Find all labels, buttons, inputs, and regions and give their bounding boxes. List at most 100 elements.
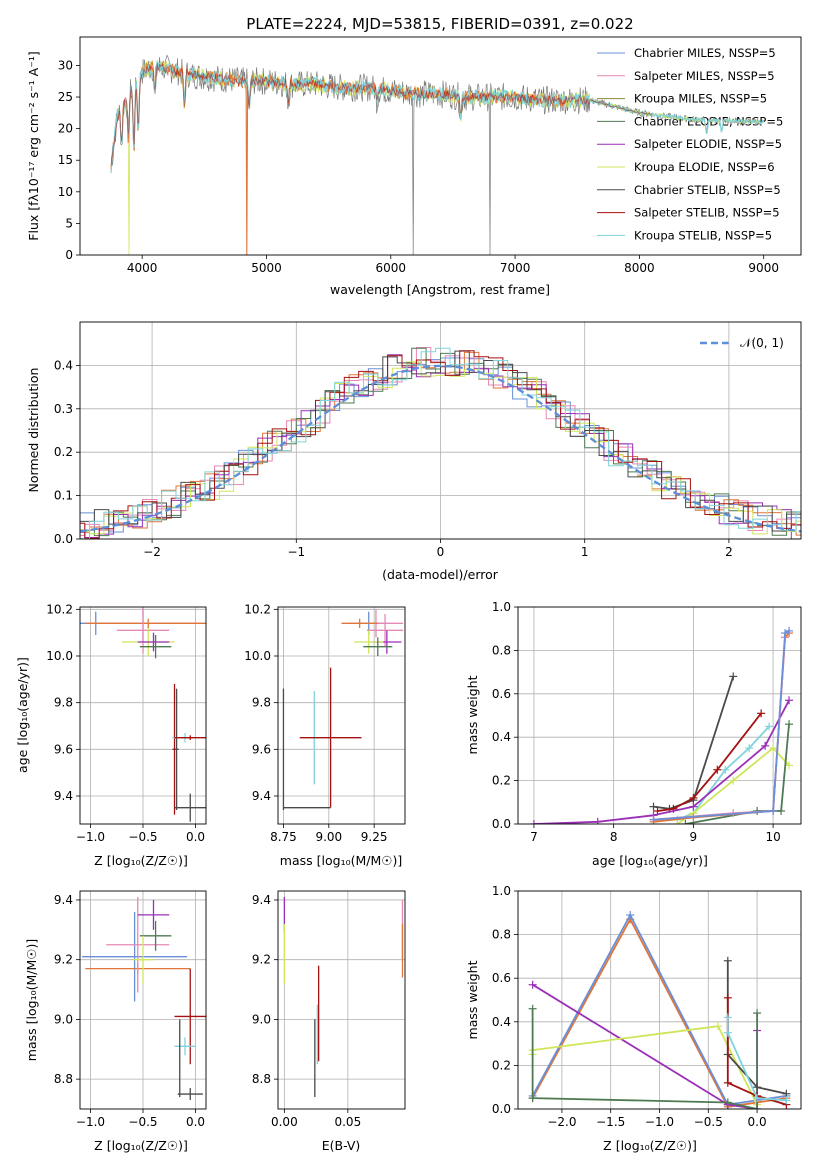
histogram-xlabel: (data-model)/error bbox=[382, 567, 499, 582]
y-tick-label: 0.1 bbox=[54, 489, 73, 503]
y-tick-label: 9.0 bbox=[54, 1012, 73, 1026]
x-tick-label: 9 bbox=[690, 830, 698, 844]
y-tick-label: 9.8 bbox=[54, 696, 73, 710]
y-tick-label: 9.8 bbox=[252, 696, 271, 710]
y-tick-label: 1.0 bbox=[492, 884, 511, 898]
x-tick-label: −1.0 bbox=[76, 830, 105, 844]
x-tick-label: −0.5 bbox=[128, 830, 157, 844]
small-panel-labels: Z [log₁₀(Z/Z☉)] age [log₁₀(age/yr)] mass… bbox=[15, 657, 708, 1153]
x-tick-label: −0.5 bbox=[128, 1115, 157, 1129]
mass_vs_Z-frame bbox=[79, 890, 207, 1110]
weight-age-xlabel: age [log₁₀(age/yr)] bbox=[592, 853, 708, 868]
x-tick-label: 5000 bbox=[251, 261, 282, 275]
age-z-xlabel: Z [log₁₀(Z/Z☉)] bbox=[94, 853, 188, 868]
x-tick-label: 8 bbox=[610, 830, 618, 844]
y-tick-label: 0.3 bbox=[54, 402, 73, 416]
x-tick-label: 7 bbox=[530, 830, 538, 844]
y-tick-label: 9.4 bbox=[54, 893, 73, 907]
y-tick-label: 0.4 bbox=[492, 1015, 511, 1029]
y-tick-label: 0.4 bbox=[54, 358, 73, 372]
histogram-series-step bbox=[80, 350, 801, 539]
y-tick-label: 9.6 bbox=[54, 742, 73, 756]
residual_hist-frame bbox=[79, 321, 802, 540]
y-tick-label: 8.8 bbox=[54, 1072, 73, 1086]
mass-z-ylabel: mass [log₁₀(M/M☉)] bbox=[24, 939, 39, 1061]
age_vs_Z-axes: −1.0 −0.5 0.0 9.4 9.6 9.8 10.0 10.2 bbox=[46, 602, 206, 844]
y-tick-label: 10 bbox=[58, 185, 73, 199]
x-tick-label: 6000 bbox=[376, 261, 407, 275]
mass_vs_ebv-errorbars bbox=[283, 896, 404, 1098]
normal-curve bbox=[80, 364, 801, 533]
x-tick-label: −1.0 bbox=[76, 1115, 105, 1129]
x-tick-label: 0 bbox=[437, 545, 445, 559]
spectrum-axes: 4000 5000 6000 7000 8000 9000 0 5 10 15 20 25 30 bbox=[58, 58, 779, 275]
x-tick-label: 8.75 bbox=[270, 830, 297, 844]
y-tick-label: 0.2 bbox=[54, 445, 73, 459]
x-tick-label: 9.00 bbox=[315, 830, 342, 844]
x-tick-label: 0.0 bbox=[186, 830, 205, 844]
y-tick-label: 0.4 bbox=[492, 730, 511, 744]
age_vs_mass-errorbars bbox=[282, 609, 404, 810]
legend-label-kroupa-stelib: Kroupa STELIB, NSSP=5 bbox=[634, 228, 772, 242]
mass-z-xlabel: Z [log₁₀(Z/Z☉)] bbox=[94, 1138, 188, 1153]
weight-series-line bbox=[726, 997, 787, 1106]
weight_vs_age-frame bbox=[517, 606, 802, 825]
x-tick-label: −0.5 bbox=[694, 1115, 723, 1129]
x-tick-label: 10 bbox=[765, 830, 780, 844]
legend-label-chabrier-stelib: Chabrier STELIB, NSSP=5 bbox=[634, 183, 781, 197]
histogram-ylabel: Normed distribution bbox=[26, 368, 41, 493]
x-tick-label: 7000 bbox=[500, 261, 531, 275]
residual-histogram-panel: (data-model)/error Normed distribution 𝒩… bbox=[26, 336, 784, 582]
x-tick-label: 8000 bbox=[624, 261, 655, 275]
y-tick-label: 0 bbox=[65, 248, 73, 262]
weight-series-line bbox=[653, 630, 790, 821]
weight-z-xlabel: Z [log₁₀(Z/Z☉)] bbox=[603, 1138, 697, 1153]
x-tick-label: 4000 bbox=[127, 261, 158, 275]
mass_vs_Z-axes: −1.0 −0.5 0.0 8.8 9.0 9.2 9.4 bbox=[54, 891, 206, 1129]
spectrum-xlabel: wavelength [Angstrom, rest frame] bbox=[330, 282, 550, 297]
x-tick-label: 9000 bbox=[748, 261, 779, 275]
y-tick-label: 0.2 bbox=[492, 1058, 511, 1072]
x-tick-label: −2.0 bbox=[547, 1115, 576, 1129]
y-tick-label: 0.8 bbox=[492, 928, 511, 942]
y-tick-label: 10.0 bbox=[46, 649, 73, 663]
legend-label-kroupa-elodie: Kroupa ELODIE, NSSP=6 bbox=[634, 160, 775, 174]
y-tick-label: 8.8 bbox=[252, 1072, 271, 1086]
weight-z-ylabel: mass weight bbox=[465, 960, 480, 1039]
x-tick-label: 1 bbox=[581, 545, 589, 559]
x-tick-label: 0.0 bbox=[748, 1115, 767, 1129]
age_vs_mass-frame bbox=[277, 606, 406, 825]
y-tick-label: 0.0 bbox=[492, 1102, 511, 1116]
y-tick-label: 15 bbox=[58, 153, 73, 167]
y-tick-label: 0.0 bbox=[492, 817, 511, 831]
legend-label-salpeter-miles: Salpeter MILES, NSSP=5 bbox=[634, 69, 775, 83]
legend-label-salpeter-stelib: Salpeter STELIB, NSSP=5 bbox=[634, 206, 780, 220]
weight_vs_Z-lines bbox=[528, 910, 791, 1109]
weight_vs_age-lines bbox=[529, 626, 794, 824]
x-tick-label: 9.25 bbox=[361, 830, 388, 844]
y-tick-label: 10.2 bbox=[244, 602, 271, 616]
y-tick-label: 25 bbox=[58, 90, 73, 104]
y-tick-label: 9.0 bbox=[252, 1012, 271, 1026]
y-tick-label: 30 bbox=[58, 58, 73, 72]
weight-age-ylabel: mass weight bbox=[465, 675, 480, 754]
x-tick-label: −2 bbox=[143, 545, 161, 559]
x-tick-label: 0.0 bbox=[186, 1115, 205, 1129]
y-tick-label: 9.4 bbox=[252, 893, 271, 907]
x-tick-label: −1.0 bbox=[645, 1115, 674, 1129]
legend-label-chabrier-miles: Chabrier MILES, NSSP=5 bbox=[634, 46, 776, 60]
y-tick-label: 0.6 bbox=[492, 971, 511, 985]
legend-label-salpeter-elodie: Salpeter ELODIE, NSSP=5 bbox=[634, 137, 782, 151]
y-tick-label: 9.2 bbox=[252, 953, 271, 967]
x-tick-label: −1 bbox=[287, 545, 305, 559]
y-tick-label: 9.6 bbox=[252, 742, 271, 756]
mass-ebv-xlabel: E(B-V) bbox=[322, 1138, 361, 1153]
y-tick-label: 9.4 bbox=[252, 789, 271, 803]
age-mass-xlabel: mass [log₁₀(M/M☉)] bbox=[280, 853, 402, 868]
y-tick-label: 9.2 bbox=[54, 953, 73, 967]
y-tick-label: 0.0 bbox=[54, 532, 73, 546]
y-tick-label: 1.0 bbox=[492, 600, 511, 614]
y-tick-label: 5 bbox=[65, 216, 73, 230]
mass_vs_ebv-frame bbox=[277, 890, 406, 1110]
age_vs_Z-frame bbox=[79, 606, 207, 825]
